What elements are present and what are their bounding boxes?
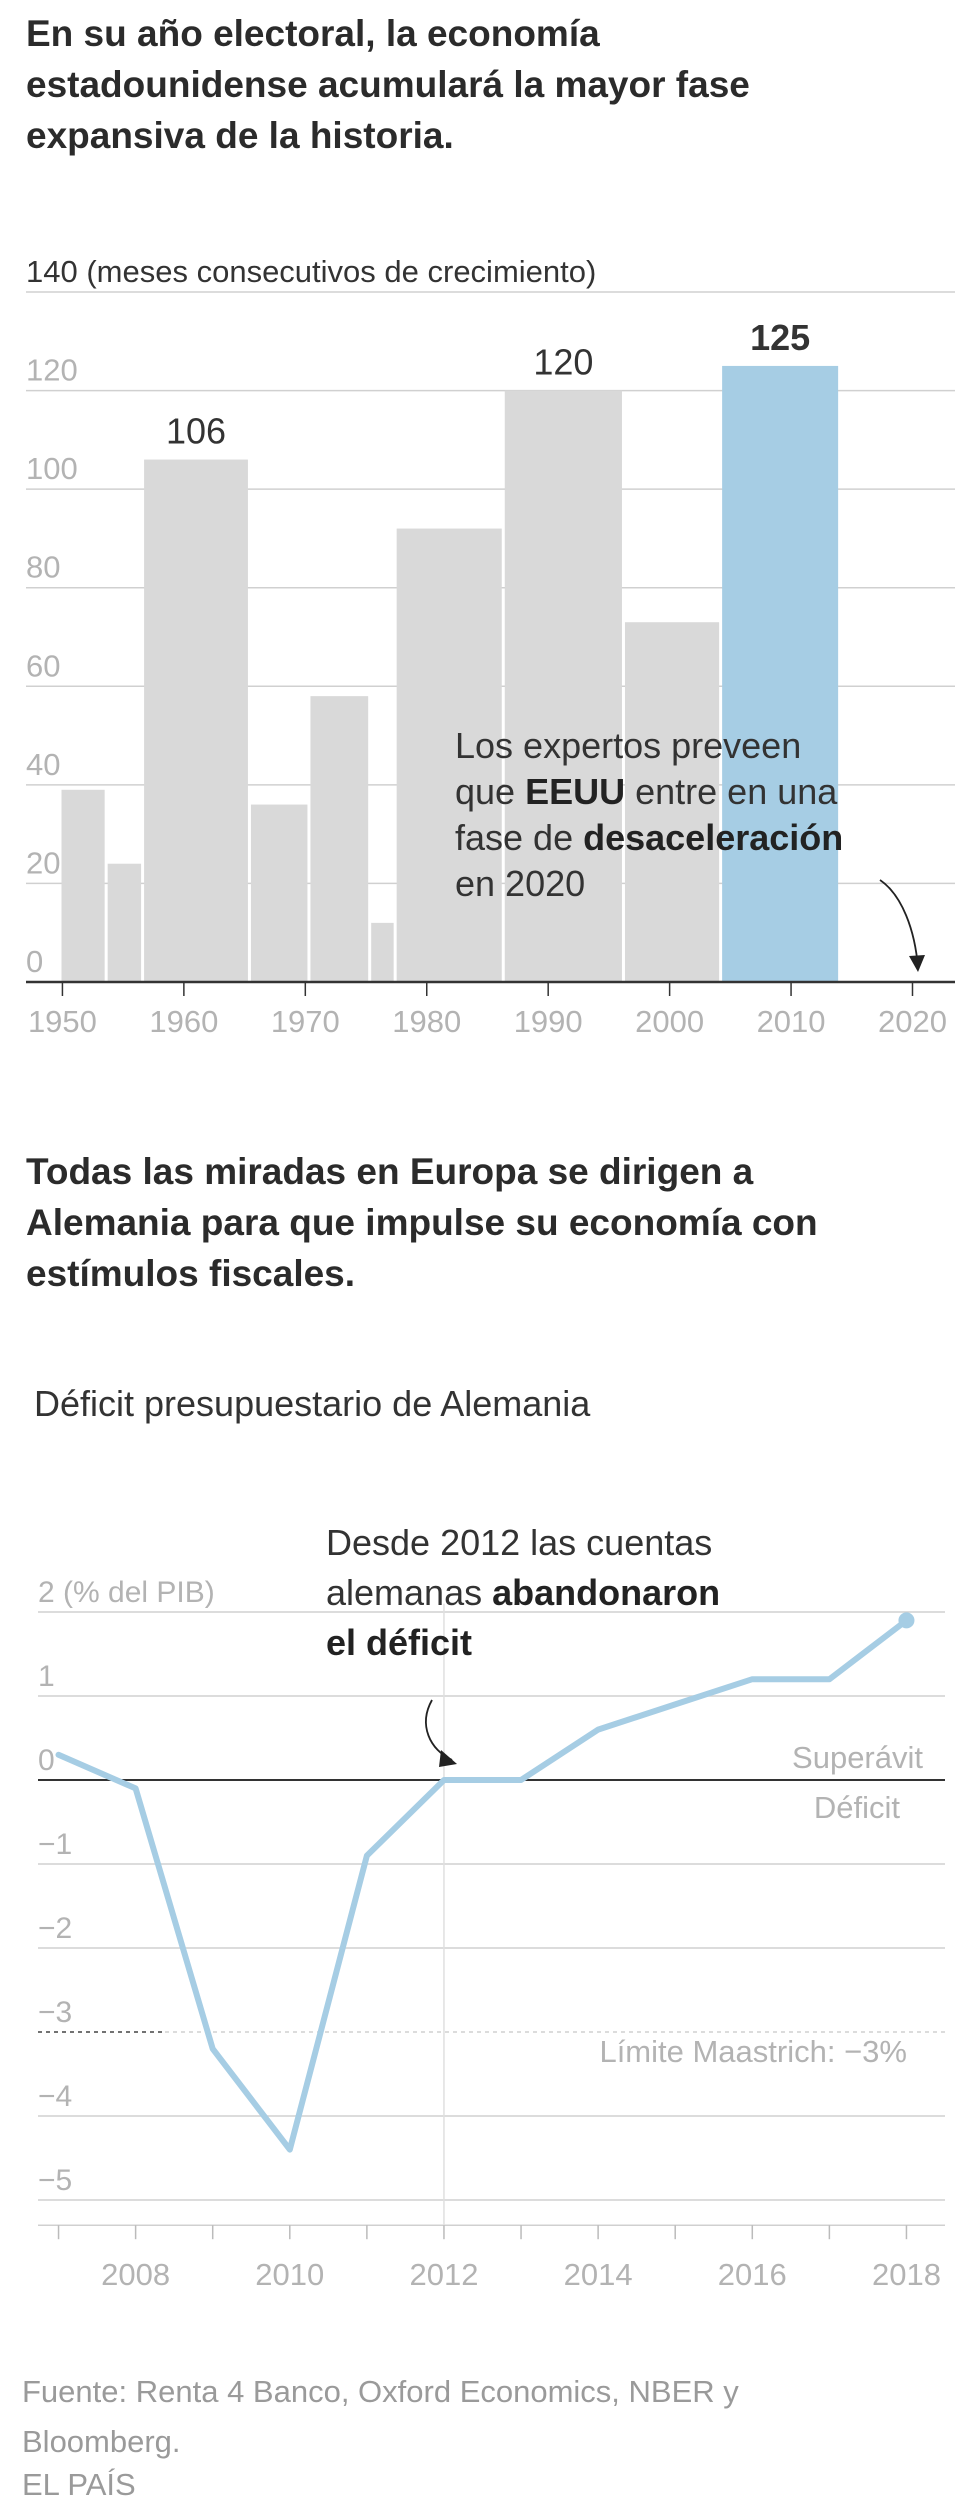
bar xyxy=(624,622,720,982)
y-tick-label: 60 xyxy=(26,648,60,683)
x-tick-label: 1970 xyxy=(271,1004,340,1039)
y-tick-label: 80 xyxy=(26,550,60,585)
annotation-line: Los expertos preveen xyxy=(455,725,801,766)
bar xyxy=(107,863,142,982)
y-tick-label: 2 (% del PIB) xyxy=(38,1576,215,1609)
annotation-line: el déficit xyxy=(326,1622,472,1663)
y-tick-label: 0 xyxy=(26,944,43,979)
x-tick-label: 2012 xyxy=(409,2257,478,2292)
bar xyxy=(61,789,105,982)
y-tick-label: 0 xyxy=(38,1744,55,1777)
bar-value-label: 120 xyxy=(533,342,593,383)
annotation-line: Desde 2012 las cuentas xyxy=(326,1522,712,1563)
us-expansion-bar-chart: 0 20 40 60 80 100 120 140 (meses consecutivos d… xyxy=(26,254,955,1039)
maastricht-label: Límite Maastrich: −3% xyxy=(599,2034,907,2069)
chart2-headline: Todas las miradas en Europa se dirigen a… xyxy=(26,1151,818,1294)
y-tick-label: −1 xyxy=(38,1828,72,1861)
x-tick-label: 2010 xyxy=(757,1004,826,1039)
annotation-arrow xyxy=(425,1699,453,1761)
x-tick-label: 2008 xyxy=(101,2257,170,2292)
brand-credit: EL PAÍS xyxy=(22,2467,136,2502)
annotation-arrowhead xyxy=(909,955,925,972)
deficit-label: Déficit xyxy=(814,1790,901,1825)
y-axis-label: (meses consecutivos de crecimiento) xyxy=(86,254,596,289)
bar xyxy=(722,365,839,982)
y-tick-label: 1 xyxy=(38,1660,55,1693)
series-end-point xyxy=(898,1612,915,1629)
bar-value-label: 106 xyxy=(166,411,226,452)
germany-deficit-line-chart: 2 (% del PIB) 1 0 −1 −2 −3 −4 −5 Superávit Défic… xyxy=(38,1522,945,2292)
annotation-line: fase de desaceleración xyxy=(455,817,843,858)
bar xyxy=(144,459,248,983)
x-tick-label: 2014 xyxy=(564,2257,633,2292)
x-tick-label: 1990 xyxy=(514,1004,583,1039)
annotation-arrowhead xyxy=(439,1750,457,1767)
x-tick-label: 1950 xyxy=(28,1004,97,1039)
surplus-label: Superávit xyxy=(792,1740,923,1775)
bar xyxy=(396,528,502,982)
annotation-line: alemanas abandonaron xyxy=(326,1572,720,1613)
y-tick-label: −3 xyxy=(38,1996,72,2029)
x-tick-label: 2018 xyxy=(872,2257,941,2292)
y-tick-label: 100 xyxy=(26,451,78,486)
x-tick-label: 2016 xyxy=(718,2257,787,2292)
annotation-line: que EEUU entre en una xyxy=(455,771,838,812)
chart1-headline: En su año electoral, la economía estadou… xyxy=(26,13,750,156)
x-tick-label: 1980 xyxy=(392,1004,461,1039)
x-tick-label: 2000 xyxy=(635,1004,704,1039)
bar xyxy=(371,922,394,982)
y-axis-label: (% del PIB) xyxy=(63,1576,215,1609)
x-tick-label: 2020 xyxy=(878,1004,947,1039)
source-note: Fuente: Renta 4 Banco, Oxford Economics,… xyxy=(22,2374,739,2459)
x-tick-label: 2010 xyxy=(255,2257,324,2292)
bar xyxy=(310,696,369,982)
bar xyxy=(504,390,622,983)
y-tick-label: 140 (meses consecutivos de crecimiento) xyxy=(26,254,596,289)
y-tick-label: 20 xyxy=(26,845,60,880)
y-tick-label: −2 xyxy=(38,1912,72,1945)
annotation-line: en 2020 xyxy=(455,863,585,904)
chart2-title: Déficit presupuestario de Alemania xyxy=(34,1383,591,1424)
y-tick-label: 120 xyxy=(26,353,78,388)
y-tick-label: 40 xyxy=(26,747,60,782)
x-tick-label: 1960 xyxy=(149,1004,218,1039)
y-tick-label: −4 xyxy=(38,2080,72,2113)
bar xyxy=(250,804,308,982)
bar-value-label: 125 xyxy=(750,317,810,358)
deficit-series-line xyxy=(55,1617,910,2153)
y-tick-label: −5 xyxy=(38,2164,72,2197)
